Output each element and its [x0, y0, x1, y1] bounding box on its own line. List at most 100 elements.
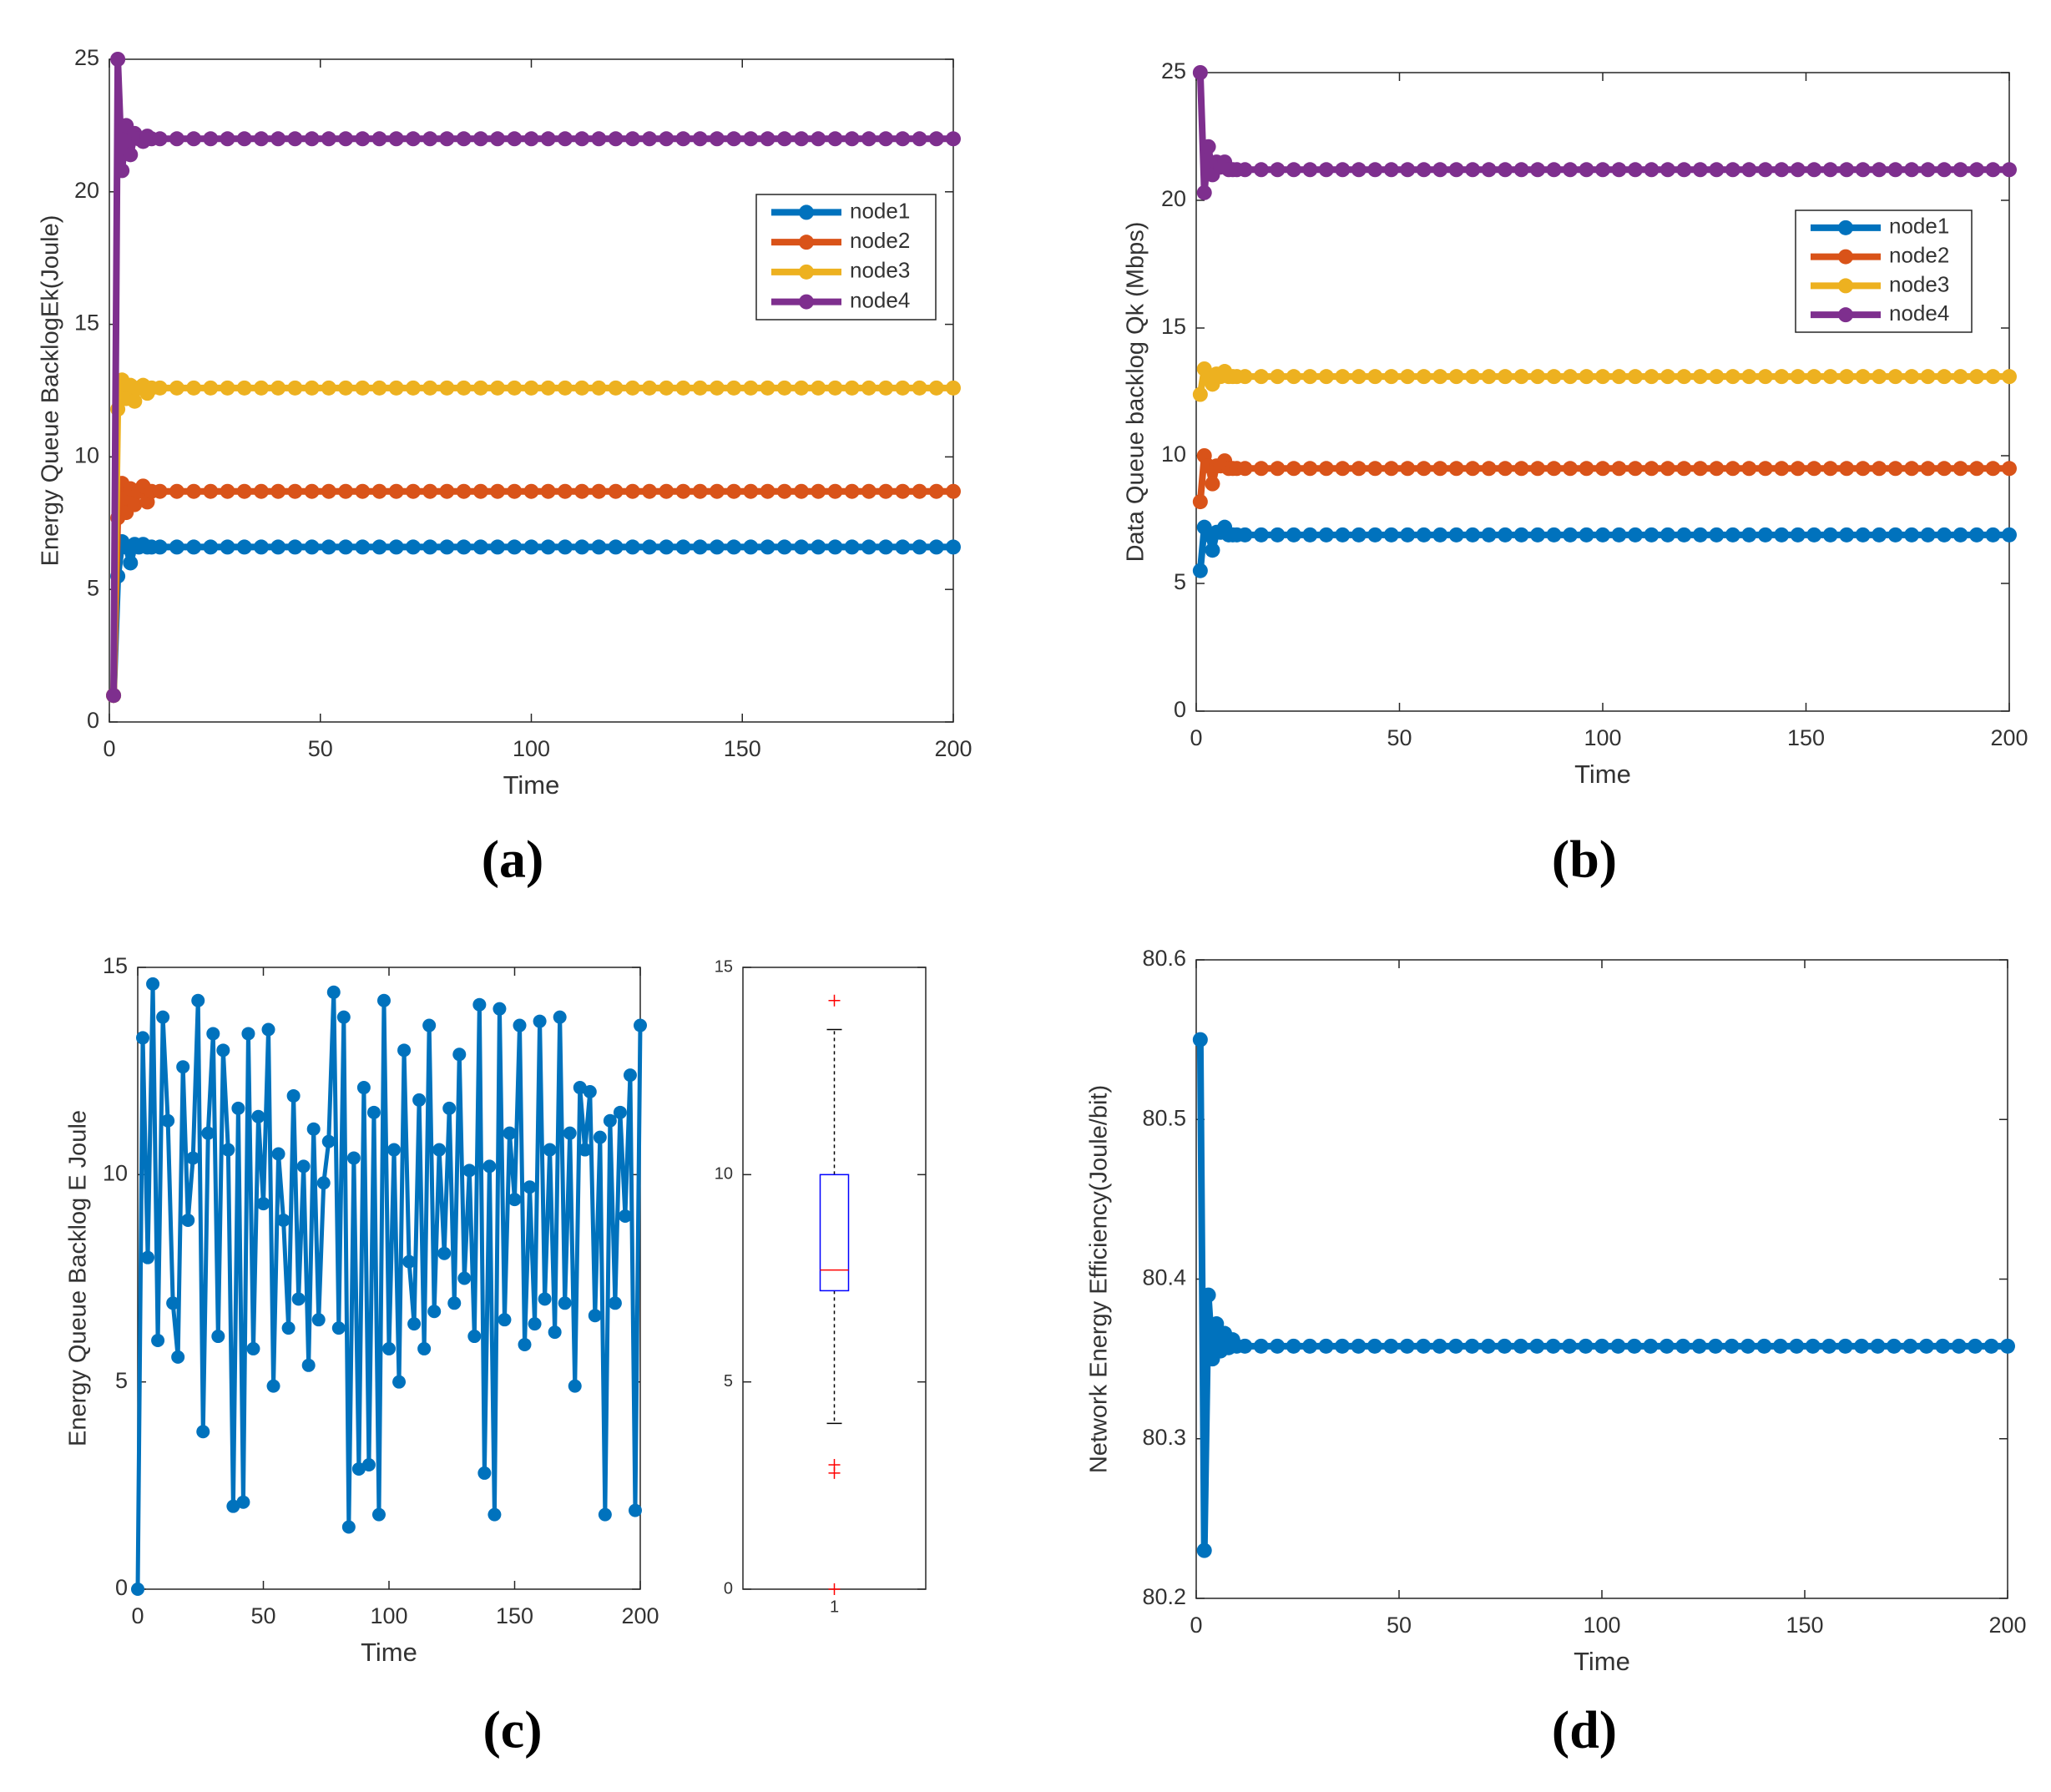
y-tick-label: 25	[1161, 58, 1186, 83]
marker	[152, 483, 168, 499]
marker	[1334, 1338, 1350, 1354]
marker	[447, 1296, 462, 1310]
marker	[246, 1341, 260, 1355]
marker	[152, 380, 168, 396]
marker	[1983, 1338, 1999, 1354]
marker	[371, 483, 387, 499]
marker	[844, 380, 860, 396]
marker	[1806, 369, 1822, 385]
marker	[844, 131, 860, 147]
marker	[568, 1379, 582, 1393]
marker	[1196, 1542, 1212, 1558]
marker	[1270, 461, 1286, 477]
marker	[1497, 1338, 1513, 1354]
marker	[151, 1334, 165, 1347]
marker	[827, 380, 843, 396]
marker	[598, 1507, 612, 1522]
marker	[331, 1321, 346, 1335]
marker	[236, 131, 252, 147]
legend-label: node3	[850, 258, 910, 283]
marker	[1416, 369, 1432, 385]
marker	[191, 993, 205, 1007]
marker	[1432, 1338, 1447, 1354]
marker	[659, 483, 674, 499]
panel-label: (c)	[482, 1700, 542, 1759]
marker	[507, 380, 523, 396]
marker	[405, 539, 421, 555]
x-tick-label: 150	[1787, 725, 1825, 750]
marker	[236, 539, 252, 555]
marker	[1318, 527, 1334, 543]
marker	[321, 131, 336, 147]
marker	[760, 539, 775, 555]
marker	[1611, 527, 1627, 543]
marker	[1464, 1338, 1480, 1354]
marker	[1659, 461, 1675, 477]
marker	[1839, 369, 1855, 385]
marker	[1416, 461, 1432, 477]
marker	[456, 483, 472, 499]
marker	[573, 1081, 587, 1095]
marker	[382, 1341, 396, 1355]
marker	[574, 380, 590, 396]
marker	[692, 380, 708, 396]
marker	[608, 131, 624, 147]
y-axis-label: Network Energy Efficiency(Joule/bit)	[1086, 1085, 1113, 1473]
marker	[2002, 461, 2017, 477]
marker	[726, 380, 742, 396]
marker	[709, 380, 725, 396]
x-tick-label: 200	[1990, 725, 2028, 750]
marker	[503, 1126, 517, 1140]
marker	[1644, 461, 1659, 477]
marker	[346, 1151, 361, 1165]
marker	[1855, 461, 1871, 477]
marker	[540, 483, 556, 499]
x-tick-label: 150	[1786, 1613, 1823, 1638]
y-tick-label: 15	[715, 957, 733, 976]
x-tick-label: 150	[724, 736, 761, 761]
marker	[588, 1309, 602, 1323]
marker	[508, 1193, 522, 1207]
marker	[591, 380, 607, 396]
marker	[1383, 162, 1399, 178]
marker	[326, 985, 341, 999]
marker	[523, 131, 539, 147]
marker	[371, 131, 387, 147]
marker	[388, 483, 404, 499]
marker	[201, 1126, 215, 1140]
marker	[1985, 369, 2001, 385]
marker	[253, 539, 269, 555]
marker	[405, 131, 421, 147]
marker	[1757, 461, 1773, 477]
marker	[608, 483, 624, 499]
marker	[1951, 1338, 1967, 1354]
marker	[1351, 1338, 1366, 1354]
x-tick-label: 0	[1190, 1613, 1202, 1638]
marker	[811, 380, 826, 396]
marker	[1579, 369, 1594, 385]
marker	[220, 380, 235, 396]
marker	[1465, 461, 1481, 477]
marker	[442, 1101, 457, 1115]
marker	[1200, 139, 1216, 154]
marker	[236, 1495, 250, 1509]
x-tick-label: 1	[830, 1598, 839, 1616]
marker	[388, 539, 404, 555]
marker	[1692, 527, 1708, 543]
marker	[634, 1018, 647, 1032]
marker	[760, 131, 775, 147]
legend-marker	[799, 204, 814, 220]
marker	[106, 688, 122, 704]
marker	[417, 1341, 432, 1355]
marker	[477, 1466, 492, 1480]
marker	[131, 1583, 144, 1596]
marker	[1302, 1338, 1318, 1354]
x-tick-label: 100	[370, 1603, 407, 1628]
marker	[1870, 1338, 1886, 1354]
marker	[1546, 369, 1562, 385]
marker	[462, 1164, 477, 1178]
marker	[186, 483, 202, 499]
marker	[912, 380, 927, 396]
marker	[1709, 162, 1725, 178]
marker	[709, 131, 725, 147]
